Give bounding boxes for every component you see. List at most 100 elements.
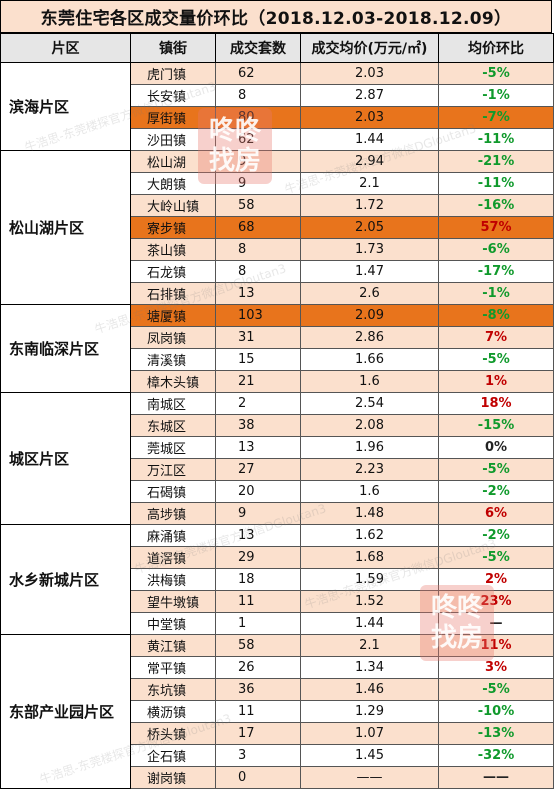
change-cell: -13% — [438, 722, 554, 745]
price-cell: 1.48 — [300, 502, 439, 525]
count-cell: 11 — [215, 590, 301, 613]
town-cell: 谢岗镇 — [130, 766, 216, 789]
count-cell: 18 — [215, 568, 301, 591]
change-cell: 3% — [438, 656, 554, 679]
count-cell: 9 — [215, 150, 301, 173]
count-cell: 58 — [215, 194, 301, 217]
price-cell: 1.68 — [300, 546, 439, 569]
count-cell: 80 — [215, 106, 301, 129]
district-name: 东部产业园片区 — [0, 634, 131, 789]
table-row: 凤岗镇 31 2.86 7% — [1, 326, 554, 349]
table-row: 东南临深片区 塘厦镇 103 2.09 -8% — [0, 304, 554, 393]
price-cell: 2.23 — [300, 458, 439, 481]
district-name: 松山湖片区 — [0, 150, 131, 305]
town-cell: 沙田镇 — [130, 128, 216, 151]
count-cell: 17 — [215, 722, 301, 745]
change-cell: -5% — [438, 62, 554, 85]
change-cell: -10% — [438, 700, 554, 723]
table-row: 茶山镇 8 1.73 -6% — [1, 238, 554, 261]
price-cell: —— — [300, 766, 439, 789]
town-cell: 厚街镇 — [130, 106, 216, 129]
table-header-row: 片区 镇街 成交套数 成交均价(万元/㎡) 均价环比 — [0, 33, 554, 63]
count-cell: 13 — [215, 524, 301, 547]
price-cell: 2.54 — [300, 392, 439, 415]
price-cell: 1.52 — [300, 590, 439, 613]
price-cell: 1.59 — [300, 568, 439, 591]
count-cell: 11 — [215, 700, 301, 723]
town-cell: 寮步镇 — [130, 216, 216, 239]
table-row: 滨海片区 虎门镇 62 2.03 -5% — [0, 62, 554, 151]
price-cell: 1.66 — [300, 348, 439, 371]
count-cell: 2 — [215, 392, 301, 415]
table-row: 清溪镇 15 1.66 -5% — [1, 348, 554, 371]
table-row: 谢岗镇 0 —— —— — [1, 766, 554, 789]
change-cell: -15% — [438, 414, 554, 437]
change-cell: -1% — [438, 84, 554, 107]
town-cell: 东坑镇 — [130, 678, 216, 701]
count-cell: 0 — [215, 766, 301, 789]
town-cell: 石龙镇 — [130, 260, 216, 283]
count-cell: 3 — [215, 744, 301, 767]
town-cell: 大朗镇 — [130, 172, 216, 195]
page-title: 东莞住宅各区成交量价环比（2018.12.03-2018.12.09） — [0, 0, 552, 33]
table-row: 东部产业园片区 黄江镇 58 2.1 11% — [0, 634, 554, 789]
price-cell: 1.72 — [300, 194, 439, 217]
town-cell: 清溪镇 — [130, 348, 216, 371]
price-cell: 2.03 — [300, 106, 439, 129]
price-cell: 2.03 — [300, 62, 439, 85]
price-cell: 1.6 — [300, 480, 439, 503]
header-change: 均价环比 — [438, 33, 554, 63]
change-cell: 6% — [438, 502, 554, 525]
table-row: 万江区 27 2.23 -5% — [1, 458, 554, 481]
table-row: 东城区 38 2.08 -15% — [1, 414, 554, 437]
change-cell: -2% — [438, 480, 554, 503]
count-cell: 68 — [215, 216, 301, 239]
change-cell: 1% — [438, 370, 554, 393]
town-cell: 虎门镇 — [130, 62, 216, 85]
count-cell: 8 — [215, 260, 301, 283]
count-cell: 9 — [215, 502, 301, 525]
price-cell: 2.1 — [300, 172, 439, 195]
price-cell: 1.6 — [300, 370, 439, 393]
town-cell: 石排镇 — [130, 282, 216, 305]
count-cell: 21 — [215, 370, 301, 393]
town-cell: 高埗镇 — [130, 502, 216, 525]
table-row: 樟木头镇 21 1.6 1% — [1, 370, 554, 393]
change-cell: -7% — [438, 106, 554, 129]
header-town: 镇街 — [130, 33, 216, 63]
price-cell: 2.05 — [300, 216, 439, 239]
table-row: 寮步镇 68 2.05 57% — [1, 216, 554, 239]
count-cell: 58 — [215, 634, 301, 657]
header-price: 成交均价(万元/㎡) — [300, 33, 439, 63]
price-cell: 2.87 — [300, 84, 439, 107]
count-cell: 9 — [215, 172, 301, 195]
count-cell: 1 — [215, 612, 301, 635]
table-row: 城区片区 南城区 2 2.54 18% — [0, 392, 554, 525]
table-row: 石排镇 13 2.6 -1% — [1, 282, 554, 305]
count-cell: 38 — [215, 414, 301, 437]
change-cell: -11% — [438, 128, 554, 151]
district-name: 东南临深片区 — [0, 304, 131, 393]
change-cell: -2% — [438, 524, 554, 547]
table-row: 水乡新城片区 麻涌镇 13 1.62 -2% — [0, 524, 554, 635]
price-cell: 1.29 — [300, 700, 439, 723]
price-cell: 1.34 — [300, 656, 439, 679]
town-cell: 长安镇 — [130, 84, 216, 107]
town-cell: 万江区 — [130, 458, 216, 481]
change-cell: -5% — [438, 348, 554, 371]
table-row: 松山湖片区 松山湖 9 2.94 -21% — [0, 150, 554, 305]
price-cell: 1.44 — [300, 612, 439, 635]
transaction-table: 片区 镇街 成交套数 成交均价(万元/㎡) 均价环比 滨海片区 虎门镇 62 2.03… — [0, 33, 554, 789]
count-cell: 8 — [215, 238, 301, 261]
table-row: 大岭山镇 58 1.72 -16% — [1, 194, 554, 217]
town-cell: 莞城区 — [130, 436, 216, 459]
town-cell: 常平镇 — [130, 656, 216, 679]
price-cell: 2.86 — [300, 326, 439, 349]
district-name: 滨海片区 — [0, 62, 131, 151]
price-cell: 2.09 — [300, 304, 439, 327]
town-cell: 凤岗镇 — [130, 326, 216, 349]
change-cell: — — [438, 612, 554, 635]
change-cell: -1% — [438, 282, 554, 305]
town-cell: 东城区 — [130, 414, 216, 437]
price-cell: 2.6 — [300, 282, 439, 305]
